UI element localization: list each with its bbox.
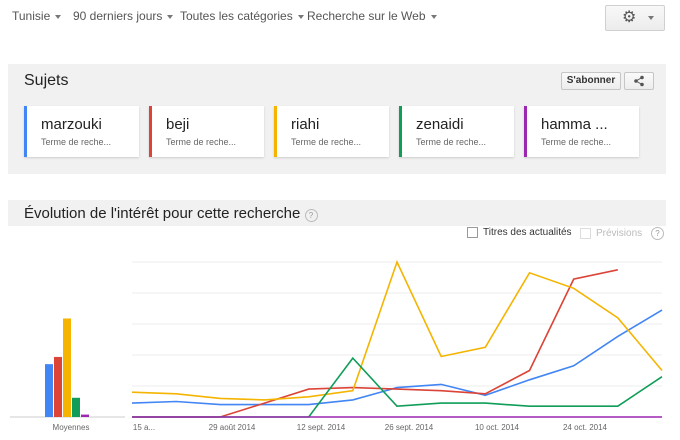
chevron-down-icon bbox=[297, 14, 304, 19]
search-type-dropdown[interactable]: Recherche sur le Web bbox=[307, 9, 437, 23]
category-dropdown[interactable]: Toutes les catégories bbox=[180, 9, 304, 23]
average-bar-zenaidi bbox=[72, 397, 80, 417]
x-tick-label: 10 oct. 2014 bbox=[475, 423, 520, 432]
chevron-down-icon bbox=[430, 14, 437, 19]
topics-panel: Sujets S'abonner marzouki Terme de reche… bbox=[8, 64, 666, 174]
news-headlines-label: Titres des actualités bbox=[483, 227, 572, 239]
topic-type: Terme de reche... bbox=[41, 137, 112, 147]
share-icon bbox=[634, 75, 644, 87]
subscribe-button[interactable]: S'abonner bbox=[561, 72, 621, 90]
x-tick-label: 15 a... bbox=[133, 423, 155, 432]
interest-panel-header: Évolution de l'intérêt pour cette recher… bbox=[8, 200, 666, 226]
chevron-down-icon bbox=[55, 14, 62, 19]
region-label: Tunisie bbox=[12, 9, 51, 23]
topic-term: zenaidi bbox=[416, 116, 464, 133]
topic-term: marzouki bbox=[41, 116, 102, 133]
averages-bars bbox=[45, 318, 89, 417]
topic-card-hamma-hammami[interactable]: hamma ... Terme de reche... bbox=[524, 106, 639, 157]
topic-card-zenaidi[interactable]: zenaidi Terme de reche... bbox=[399, 106, 514, 157]
topic-card-riahi[interactable]: riahi Terme de reche... bbox=[274, 106, 389, 157]
topics-title: Sujets bbox=[24, 72, 69, 89]
filter-bar: Tunisie 90 derniers jours Toutes les cat… bbox=[0, 0, 680, 36]
topic-color-bar bbox=[149, 106, 152, 157]
category-label: Toutes les catégories bbox=[180, 9, 293, 23]
series-line-riahi[interactable] bbox=[131, 259, 663, 401]
averages-label: Moyennes bbox=[53, 423, 90, 432]
topic-color-bar bbox=[24, 106, 27, 157]
topic-type: Terme de reche... bbox=[416, 137, 487, 147]
series-line-marzouki[interactable] bbox=[131, 309, 663, 406]
x-axis-ticks: 15 a... 29 août 2014 12 sept. 2014 26 sept.… bbox=[133, 423, 608, 432]
settings-button[interactable]: ⚙ bbox=[605, 5, 665, 31]
period-label: 90 derniers jours bbox=[73, 9, 163, 23]
period-dropdown[interactable]: 90 derniers jours bbox=[73, 9, 174, 23]
search-type-label: Recherche sur le Web bbox=[307, 9, 426, 23]
forecast-label: Prévisions bbox=[596, 228, 643, 239]
help-icon[interactable]: ? bbox=[650, 227, 664, 240]
topic-card-marzouki[interactable]: marzouki Terme de reche... bbox=[24, 106, 139, 157]
average-bar-hamma-hammami bbox=[81, 414, 89, 417]
share-button[interactable] bbox=[624, 72, 654, 90]
topic-color-bar bbox=[274, 106, 277, 157]
series-line-beji[interactable] bbox=[132, 269, 618, 418]
x-tick-label: 12 sept. 2014 bbox=[297, 423, 346, 432]
average-bar-riahi bbox=[63, 318, 71, 417]
topic-color-bar bbox=[524, 106, 527, 157]
topic-type: Terme de reche... bbox=[541, 137, 612, 147]
x-tick-label: 29 août 2014 bbox=[209, 423, 256, 432]
topic-term: beji bbox=[166, 116, 190, 133]
x-tick-label: 24 oct. 2014 bbox=[563, 423, 608, 432]
topic-color-bar bbox=[399, 106, 402, 157]
x-tick-label: 26 sept. 2014 bbox=[385, 423, 434, 432]
chevron-down-icon bbox=[648, 16, 654, 20]
topic-term: riahi bbox=[291, 116, 320, 133]
chevron-down-icon bbox=[167, 14, 174, 19]
forecast-toggle: Prévisions ? bbox=[580, 227, 664, 240]
interest-title: Évolution de l'intérêt pour cette recher… bbox=[24, 205, 318, 222]
help-icon[interactable]: ? bbox=[304, 209, 318, 222]
average-bar-marzouki bbox=[45, 364, 53, 417]
interest-title-text: Évolution de l'intérêt pour cette recher… bbox=[24, 205, 301, 222]
average-bar-beji bbox=[54, 356, 62, 417]
chart-lines bbox=[131, 259, 663, 418]
topic-card-beji[interactable]: beji Terme de reche... bbox=[149, 106, 264, 157]
gear-icon: ⚙ bbox=[622, 9, 637, 26]
interest-chart: 15 a... 29 août 2014 12 sept. 2014 26 sept.… bbox=[10, 259, 663, 432]
region-dropdown[interactable]: Tunisie bbox=[12, 9, 62, 23]
topic-type: Terme de reche... bbox=[291, 137, 362, 147]
topic-type: Terme de reche... bbox=[166, 137, 237, 147]
topic-term: hamma ... bbox=[541, 116, 608, 133]
checkbox bbox=[580, 227, 591, 239]
news-headlines-toggle[interactable]: Titres des actualités bbox=[467, 227, 572, 238]
checkbox[interactable] bbox=[467, 227, 478, 238]
